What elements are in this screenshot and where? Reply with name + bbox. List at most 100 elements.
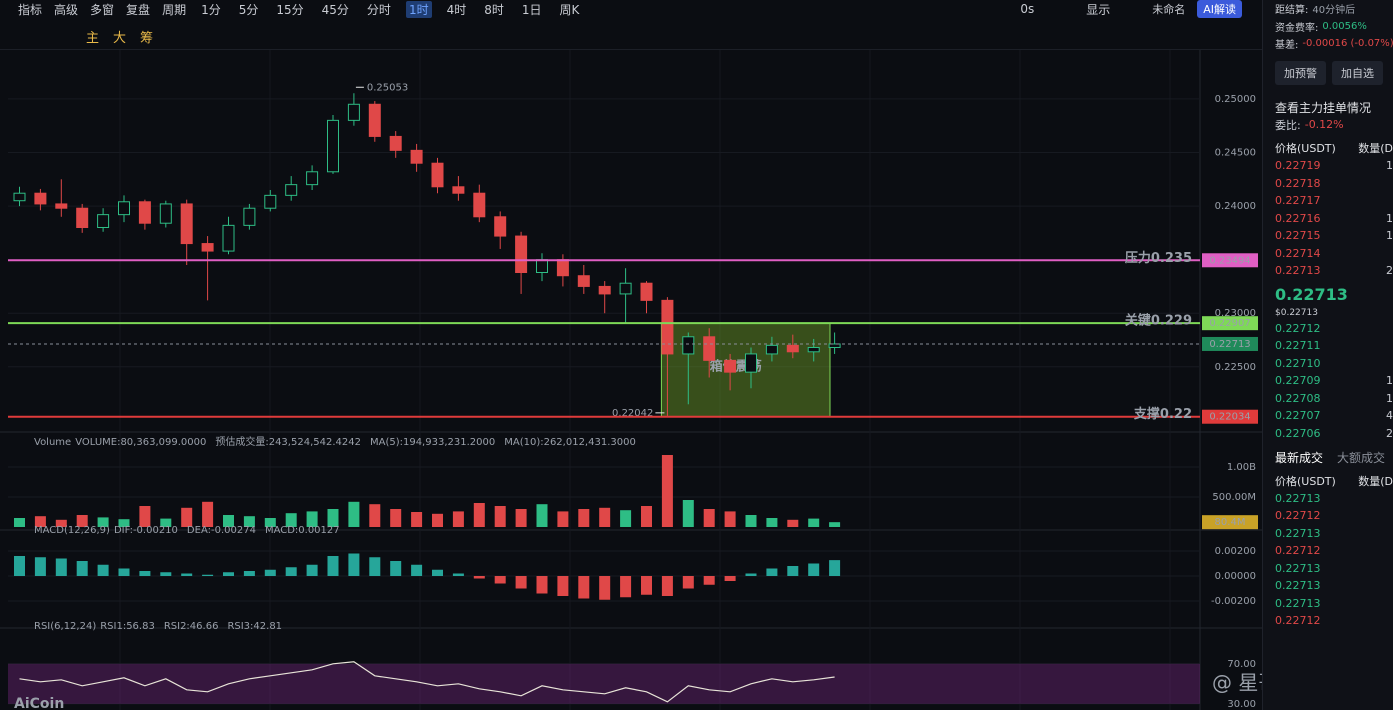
layout-name[interactable]: 未命名 — [1152, 3, 1186, 16]
bar — [515, 509, 527, 527]
period-option[interactable]: 5分 — [238, 2, 259, 17]
bar — [703, 576, 715, 585]
bar — [369, 557, 381, 576]
level-tag-value: 0.22907 — [1209, 318, 1250, 329]
trade-header: 价格(USDT) 数量(D — [1275, 472, 1393, 490]
candle-body — [452, 186, 465, 194]
period-option[interactable]: 15分 — [276, 2, 304, 17]
period-option[interactable]: 分时 — [366, 2, 391, 17]
bar — [327, 556, 339, 576]
bar — [369, 504, 381, 527]
stat-row: 基差: -0.00016 (-0.07%) — [1275, 35, 1393, 53]
candle-body — [368, 103, 381, 137]
bar — [515, 576, 527, 589]
candle-body — [745, 353, 757, 373]
menu-item[interactable]: 多窗 — [90, 2, 115, 17]
period-option[interactable]: 周K — [559, 2, 580, 17]
trade-tabs: 最新成交 大额成交 — [1275, 446, 1393, 468]
bid-row: 0.22707 4 — [1275, 407, 1393, 425]
bar — [97, 564, 109, 576]
level-tag — [1202, 409, 1258, 424]
level-tag-value: 0.22034 — [1209, 412, 1250, 423]
ask-price: 0.22716 — [1275, 211, 1321, 225]
indicator-legend: RSI2:46.66 — [164, 621, 219, 632]
bar — [160, 518, 172, 527]
period-option[interactable]: 1时 — [405, 0, 432, 18]
tool-button[interactable]: 大 — [113, 31, 127, 46]
display-button[interactable]: 显示 — [1086, 2, 1111, 17]
author-watermark: @ 星哥狩猎日记 — [1212, 671, 1262, 695]
level-label: 关键0.229 — [1125, 313, 1192, 329]
bar — [808, 518, 820, 527]
stat-row: 资金费率: 0.0056% — [1275, 18, 1393, 36]
stat-row: 距结算: 40分钟后 — [1275, 0, 1393, 18]
bar — [452, 511, 464, 527]
indicator-legend: DIF:-0.00210 — [114, 525, 178, 536]
trade-tab[interactable]: 大额成交 — [1337, 450, 1386, 465]
bar — [264, 569, 276, 576]
trade-tab[interactable]: 最新成交 — [1275, 450, 1324, 465]
level-tag — [1202, 316, 1258, 331]
bar — [181, 507, 193, 527]
trade-header-cell: 数量(D — [1358, 474, 1393, 488]
y-tick-label: 0.25000 — [1215, 94, 1256, 105]
period-label[interactable]: 周期 — [162, 2, 187, 17]
indicator-legend: RSI3:42.81 — [227, 621, 282, 632]
tool-button[interactable]: 筹 — [140, 31, 154, 46]
period-option[interactable]: 8时 — [484, 2, 504, 17]
tool-button[interactable]: 主 — [86, 31, 100, 46]
last-usd-row: $0.22713 — [1275, 306, 1393, 320]
ask-qty: 1 — [1386, 211, 1393, 225]
bar — [34, 557, 46, 576]
period-option[interactable]: 4时 — [446, 2, 467, 17]
bid-price: 0.22711 — [1275, 339, 1321, 353]
period-option[interactable]: 1分 — [201, 2, 221, 17]
period-option[interactable]: 45分 — [321, 2, 349, 17]
ask-row: 0.22717 — [1275, 192, 1393, 210]
depth-link[interactable]: 查看主力挂单情况 — [1275, 100, 1372, 115]
menu-item[interactable]: 复盘 — [126, 2, 151, 17]
ask-row: 0.22714 — [1275, 245, 1393, 263]
bar — [390, 509, 402, 527]
ai-button[interactable]: AI解读 — [1197, 0, 1242, 18]
candle-body — [389, 135, 402, 151]
menu-item[interactable]: 高级 — [54, 2, 79, 17]
trade-row: 0.22712 — [1275, 542, 1393, 560]
stat-value: 40分钟后 — [1312, 5, 1356, 17]
bar — [724, 511, 736, 527]
candle-body — [577, 275, 590, 287]
bar — [55, 558, 67, 576]
depth-link-row: 查看主力挂单情况 — [1275, 99, 1393, 117]
button[interactable]: 加预警 — [1275, 60, 1326, 85]
bar — [578, 576, 590, 599]
bar — [661, 455, 673, 527]
rsi-band — [8, 663, 1200, 704]
ask-row: 0.22713 2 — [1275, 262, 1393, 280]
trade-price: 0.22713 — [1275, 561, 1321, 575]
ask-price: 0.22717 — [1275, 194, 1321, 208]
candle-body — [619, 282, 632, 295]
bar — [787, 519, 799, 527]
bar — [620, 510, 632, 527]
chart: 0.250000.245000.240000.230000.22500箱体震荡0… — [0, 50, 1262, 710]
bid-row: 0.22712 — [1275, 320, 1393, 338]
trade-price: 0.22712 — [1275, 509, 1321, 523]
bar — [473, 503, 485, 527]
stat-label: 距结算: — [1275, 5, 1309, 17]
candle-body — [828, 343, 841, 349]
candle-body — [347, 103, 360, 121]
button[interactable]: 加自选 — [1332, 60, 1383, 85]
bar — [829, 522, 841, 527]
period-option[interactable]: 1日 — [521, 2, 542, 17]
last-price-tag-value: 0.22713 — [1209, 339, 1250, 350]
bar — [97, 517, 109, 527]
last-price-tag — [1202, 336, 1258, 351]
bar — [139, 506, 151, 527]
y-tick-label: 0.00200 — [1215, 546, 1256, 557]
bar — [661, 576, 673, 596]
candle-body — [786, 344, 799, 353]
bar — [139, 571, 151, 576]
menu-item[interactable]: 指标 — [18, 2, 43, 17]
bar — [285, 567, 297, 576]
